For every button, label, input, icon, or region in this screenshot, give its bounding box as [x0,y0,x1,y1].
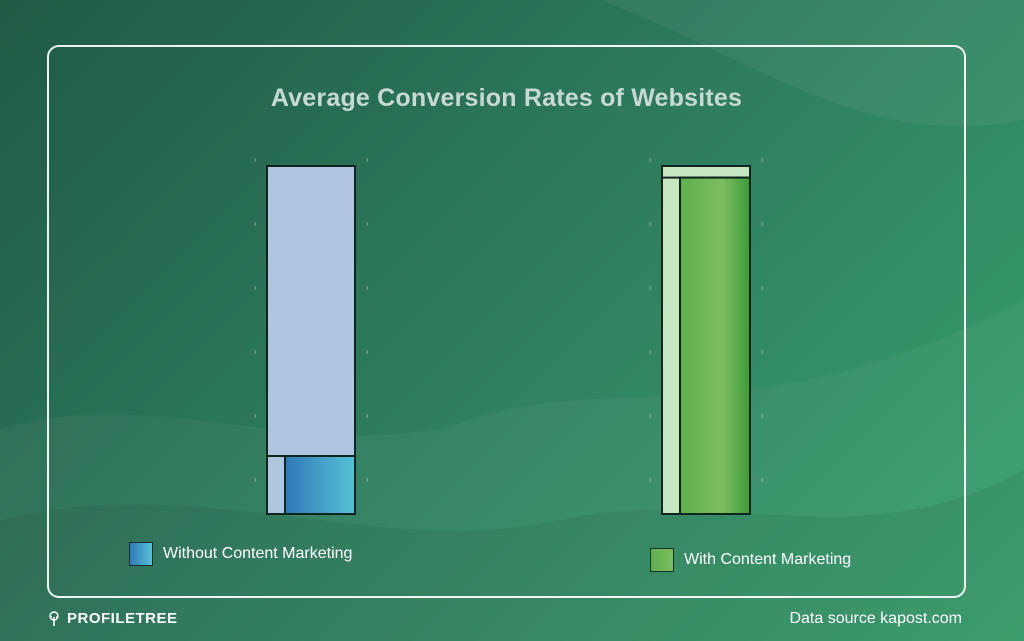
data-source: Data source kapost.com [789,610,962,627]
legend-item-without: Without Content Marketing [129,542,352,566]
legend-label-with: With Content Marketing [684,551,852,568]
tree-icon [49,610,59,626]
bar-without [284,455,356,515]
brand-name: PROFILETREE [67,610,178,627]
chart-frame [47,45,966,598]
chart-title: Average Conversion Rates of Websites [270,84,743,112]
legend-swatch-with [650,548,674,572]
legend-label-without: Without Content Marketing [163,545,353,562]
bar-with [679,176,751,515]
legend-item-with: With Content Marketing [650,548,851,572]
brand-logo: PROFILETREE [46,610,178,627]
legend-swatch-without [129,542,153,566]
